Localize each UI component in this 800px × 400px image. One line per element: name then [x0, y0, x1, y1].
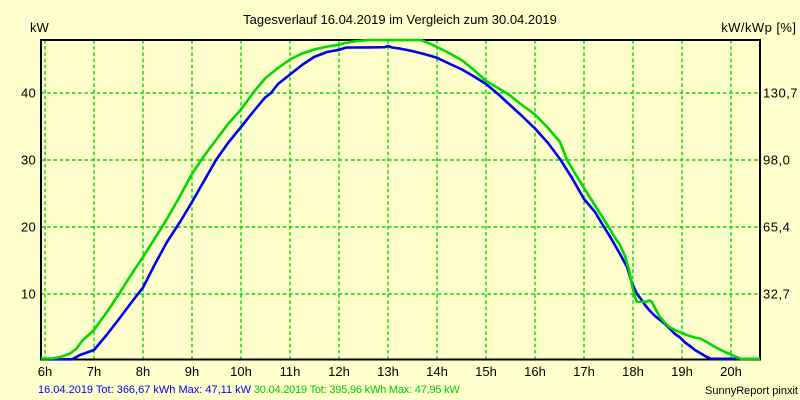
- svg-text:7h: 7h: [87, 364, 101, 379]
- svg-text:16h: 16h: [524, 364, 546, 379]
- svg-text:18h: 18h: [622, 364, 644, 379]
- svg-text:19h: 19h: [671, 364, 693, 379]
- svg-text:20: 20: [21, 220, 36, 235]
- svg-text:130,7: 130,7: [763, 86, 798, 101]
- svg-text:6h: 6h: [38, 364, 52, 379]
- svg-text:11h: 11h: [280, 364, 301, 379]
- svg-text:15h: 15h: [475, 364, 497, 379]
- svg-text:12h: 12h: [328, 364, 350, 379]
- svg-text:Tagesverlauf 16.04.2019 im Ver: Tagesverlauf 16.04.2019 im Vergleich zum…: [243, 12, 557, 27]
- svg-text:20h: 20h: [720, 364, 742, 379]
- svg-text:40: 40: [21, 86, 36, 101]
- svg-text:14h: 14h: [426, 364, 448, 379]
- svg-text:kW/kWp [%]: kW/kWp [%]: [721, 20, 796, 35]
- svg-text:16.04.2019 Tot: 366,67 kWh Max: 16.04.2019 Tot: 366,67 kWh Max: 47,11 kW…: [38, 384, 460, 396]
- svg-text:17h: 17h: [573, 364, 595, 379]
- svg-text:10: 10: [21, 287, 36, 302]
- svg-text:SunnyReport pinxit: SunnyReport pinxit: [705, 385, 798, 397]
- svg-text:30: 30: [21, 153, 36, 168]
- svg-text:13h: 13h: [377, 364, 399, 379]
- svg-text:65,4: 65,4: [763, 220, 790, 235]
- svg-text:98,0: 98,0: [763, 153, 790, 168]
- svg-text:10h: 10h: [230, 364, 252, 379]
- svg-text:kW: kW: [30, 20, 50, 35]
- svg-text:32,7: 32,7: [763, 287, 790, 302]
- svg-text:9h: 9h: [185, 364, 199, 379]
- svg-text:8h: 8h: [136, 364, 150, 379]
